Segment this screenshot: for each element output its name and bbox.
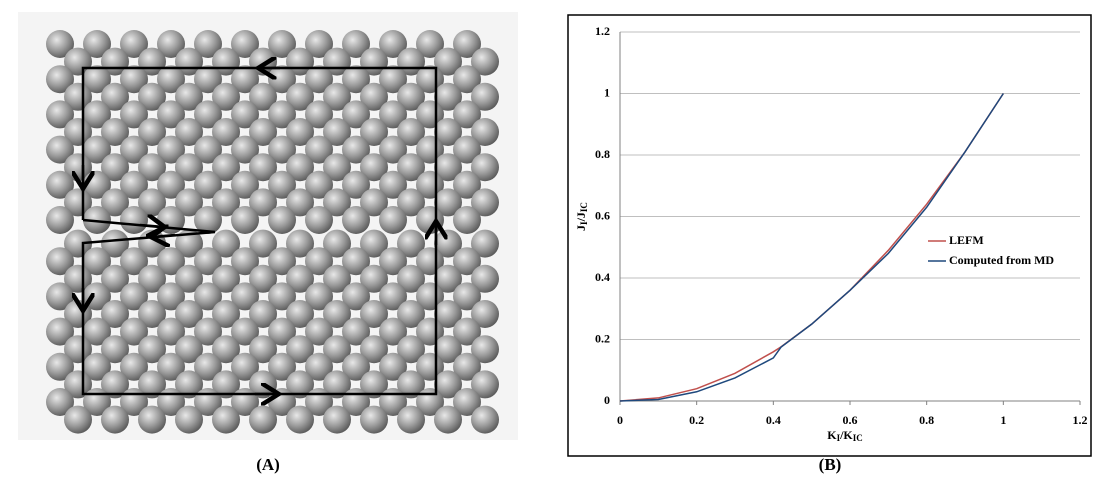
x-tick-label: 0.8	[919, 413, 934, 427]
atom	[249, 406, 277, 434]
label-part: /J	[574, 212, 588, 222]
x-tick-label: 0.4	[766, 413, 781, 427]
label-part: /K	[839, 428, 853, 442]
atom	[138, 406, 166, 434]
atom	[175, 406, 203, 434]
arrow	[140, 225, 158, 227]
legend-label: Computed from MD	[949, 253, 1054, 267]
y-axis-label: JI/JIC	[574, 202, 589, 231]
x-tick-label: 0	[617, 413, 623, 427]
atom	[434, 406, 462, 434]
atom	[101, 406, 129, 434]
data-line	[620, 94, 1003, 402]
atom	[416, 206, 444, 234]
x-tick-label: 1.2	[1073, 413, 1088, 427]
atom	[64, 406, 92, 434]
atom	[379, 206, 407, 234]
atom	[323, 406, 351, 434]
x-tick-label: 0.6	[843, 413, 858, 427]
x-tick-label: 0.2	[689, 413, 704, 427]
atom	[268, 206, 296, 234]
y-tick-label: 0	[604, 393, 610, 407]
atom	[360, 406, 388, 434]
x-axis-label: KI/KIC	[827, 428, 863, 443]
x-tick-label: 1	[1000, 413, 1006, 427]
arrow	[158, 235, 175, 237]
atom	[397, 406, 425, 434]
atom	[46, 206, 74, 234]
label-part: IC	[853, 433, 863, 443]
atom	[305, 206, 333, 234]
atom	[471, 406, 499, 434]
panel-b-frame	[568, 15, 1091, 456]
atom	[453, 206, 481, 234]
atom	[342, 206, 370, 234]
data-line	[620, 94, 1003, 402]
y-tick-label: 1.2	[595, 24, 610, 38]
y-tick-label: 0.8	[595, 147, 610, 161]
y-tick-label: 0.6	[595, 208, 610, 222]
atom	[120, 206, 148, 234]
atom	[231, 206, 259, 234]
page: (A) (B) 0 0.2 0.4 0.6 0.8 1 1.2 0 0.2 0.4 0.6 0.8 1 1…	[0, 0, 1095, 479]
legend-label: LEFM	[949, 233, 984, 247]
figure: (A) (B) 0 0.2 0.4 0.6 0.8 1 1.2 0 0.2 0.4 0.6 0.8 1 1…	[0, 0, 1095, 479]
y-tick-label: 1	[604, 85, 610, 99]
atom	[212, 406, 240, 434]
y-tick-label: 0.2	[595, 331, 610, 345]
atom	[286, 406, 314, 434]
panel-label: (B)	[819, 455, 842, 474]
label-part: IC	[579, 202, 589, 212]
y-tick-label: 0.4	[595, 270, 610, 284]
panel-label: (A)	[256, 455, 280, 474]
